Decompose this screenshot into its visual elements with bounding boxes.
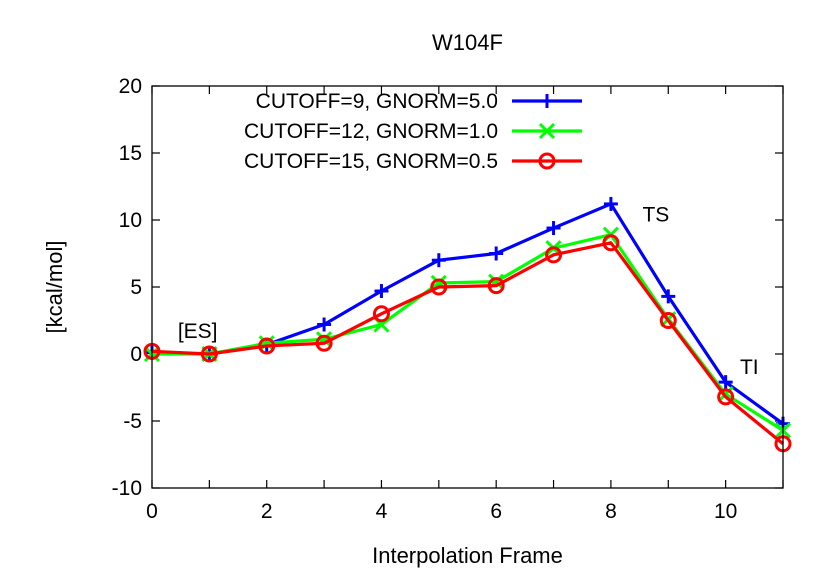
chart-annotation: TS [642,203,669,226]
series-3 [143,234,792,453]
x-axis-ticks: 0 2 4 6 8 10 [146,86,784,523]
chart-annotation: [ES] [178,320,218,343]
data-point-marker [372,305,390,323]
series-line [152,233,784,432]
y-tick-label: 0 [130,343,142,366]
y-tick-label: -10 [112,477,142,500]
data-point-marker [545,246,563,264]
y-tick-label: -5 [123,410,142,433]
data-point-marker [538,122,556,140]
annotation-group: [ES] TS TI [178,203,759,379]
data-point-marker [659,312,677,329]
plot-frame [151,85,784,489]
x-tick-label: 6 [490,500,502,523]
series-1 [145,196,790,431]
x-tick-label: 8 [605,500,617,523]
data-point-marker [315,334,333,352]
series-line [151,202,784,425]
data-point-marker [258,337,276,355]
legend-label: CUTOFF=15, GNORM=0.5 [244,150,498,173]
y-tick-label: 20 [119,75,142,98]
series-group [143,196,792,453]
data-point-marker [717,388,735,406]
data-point-marker [602,234,620,252]
data-point-marker [717,386,734,403]
y-axis-ticks: -10 -5 0 5 10 15 20 [112,75,783,500]
y-tick-label: 15 [119,142,142,165]
x-tick-label: 4 [376,500,388,523]
legend: CUTOFF=9, GNORM=5.0 CUTOFF=12, GNORM=1.0 C… [244,90,582,173]
legend-label: CUTOFF=9, GNORM=5.0 [256,90,498,113]
series-line [151,241,785,446]
y-axis-label: [kcal/mol] [42,241,67,334]
legend-label: CUTOFF=12, GNORM=1.0 [244,120,498,143]
chart-annotation: TI [740,356,759,379]
data-point-marker [538,152,556,170]
data-point-marker [430,278,448,296]
data-point-marker [487,277,505,295]
y-tick-label: 10 [119,209,142,232]
y-tick-label: 5 [130,276,142,299]
x-axis-label: Interpolation Frame [372,543,563,568]
x-tick-label: 2 [261,500,273,523]
x-tick-label: 10 [714,500,737,523]
data-point-marker [200,345,218,363]
x-tick-label: 0 [146,500,158,523]
chart-title: W104F [432,30,503,55]
